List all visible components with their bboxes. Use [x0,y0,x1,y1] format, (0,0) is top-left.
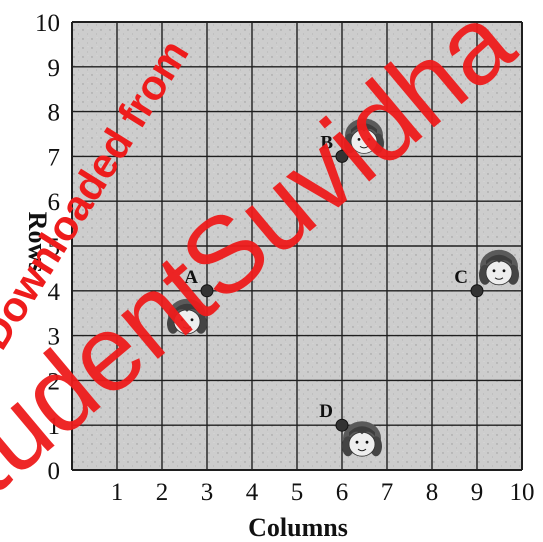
column-tick-label: 3 [201,479,214,506]
column-tick-label: 2 [156,479,169,506]
row-tick-label: 7 [48,144,61,171]
girl-face-icon [344,118,384,154]
point-a-label: A [184,267,198,288]
grid-lines [71,21,523,471]
row-tick-label: 5 [48,234,61,261]
column-tick-label: 5 [291,479,304,506]
point-d-label: D [319,401,333,422]
row-tick-label: 9 [48,55,61,82]
point-b-label: B [320,132,333,153]
row-tick-label: 4 [48,279,61,306]
row-tick-label: 10 [35,10,60,37]
point-d-marker [335,418,349,432]
column-tick-labels: 1 2 3 4 5 6 7 8 9 10 [111,479,535,506]
point-c-marker [470,284,484,298]
column-tick-label: 4 [246,479,259,506]
point-a-marker [200,284,214,298]
girl-face-icon [167,298,207,335]
point-b-marker [335,149,349,163]
column-tick-label: 7 [381,479,394,506]
row-tick-label: 6 [48,189,61,216]
column-tick-label: 1 [111,479,124,506]
point-c-label: C [454,267,468,288]
column-tick-label: 10 [510,479,535,506]
girl-face-icon [342,421,382,457]
column-tick-label: 6 [336,479,349,506]
x-axis-label: Columns [248,513,348,542]
row-tick-label: 3 [48,324,61,351]
row-tick-labels: 0 1 2 3 4 5 6 7 8 9 10 [35,10,61,485]
points: A B C D [184,132,484,432]
row-tick-label: 2 [48,368,61,395]
row-tick-label: 0 [48,458,61,485]
row-tick-label: 8 [48,100,61,127]
face-icons [167,118,519,457]
y-axis-label: Rows [23,212,52,273]
row-tick-label: 1 [48,413,61,440]
column-tick-label: 9 [471,479,484,506]
girl-face-icon [479,249,519,286]
column-tick-label: 8 [426,479,439,506]
